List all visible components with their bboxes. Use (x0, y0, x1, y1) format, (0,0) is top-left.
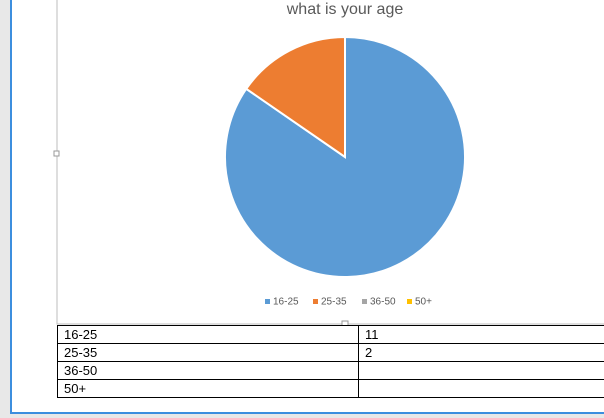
chart[interactable]: what is your age 16-25 25-35 36-50 50+ (0, 0, 604, 326)
margin-gutter (0, 0, 12, 418)
table-cell: 25-35 (57, 343, 359, 362)
resize-handle[interactable] (53, 150, 60, 157)
legend-label: 36-50 (370, 297, 396, 308)
table-cell: 36-50 (57, 361, 359, 380)
table-cell: 50+ (57, 379, 359, 398)
status-strip (0, 414, 604, 418)
table-cell (358, 379, 604, 398)
page-edge (10, 412, 604, 414)
table-cell (358, 361, 604, 380)
table-row: 25-35 2 (57, 343, 604, 362)
table-cell: 2 (358, 343, 604, 362)
legend-swatch (362, 299, 367, 304)
pie-slice (224, 35, 466, 278)
resize-handle[interactable] (341, 320, 349, 326)
chart-title: what is your age (286, 1, 404, 18)
data-table: 16-25 11 25-35 2 36-50 50+ (57, 325, 604, 398)
table-cell: 16-25 (57, 325, 359, 344)
legend-label: 50+ (415, 297, 432, 308)
pie-slice (244, 35, 346, 159)
legend-swatch (313, 299, 318, 304)
table-row: 16-25 11 (57, 325, 604, 344)
legend-label: 16-25 (273, 297, 299, 308)
table-row: 36-50 (57, 361, 604, 380)
table-cell: 11 (358, 325, 604, 344)
legend-label: 25-35 (321, 297, 347, 308)
table-row: 50+ (57, 379, 604, 398)
legend-swatch (265, 299, 270, 304)
legend-swatch (407, 299, 412, 304)
